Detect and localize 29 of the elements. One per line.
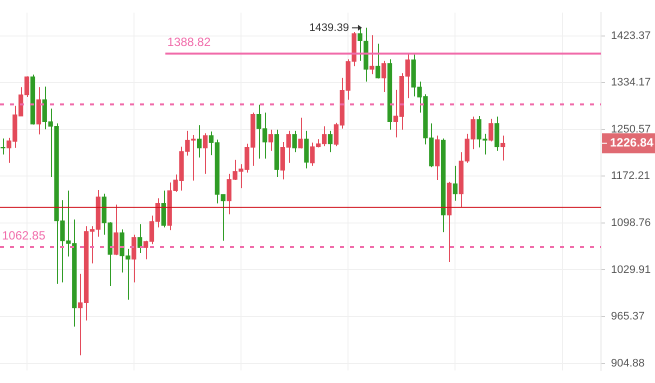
candlestick xyxy=(298,117,303,150)
candlestick xyxy=(292,130,297,153)
ref-line-label: 1388.82 xyxy=(167,34,211,49)
candlestick xyxy=(114,204,118,256)
candlestick xyxy=(381,60,386,93)
text: 1226.84 xyxy=(610,136,654,150)
candlestick xyxy=(500,135,506,161)
y-tick-label: 1334.17 xyxy=(611,76,651,89)
y-tick-label: 1098.76 xyxy=(611,217,651,229)
candlestick xyxy=(376,43,380,79)
candlestick xyxy=(494,116,500,152)
candlestick xyxy=(197,124,202,158)
candlestick xyxy=(304,130,309,169)
ref-line-label: 1062.85 xyxy=(2,228,46,242)
candlestick xyxy=(138,224,142,254)
candlestick xyxy=(488,118,494,142)
y-tick-label: 965.37 xyxy=(611,310,645,323)
candlestick xyxy=(268,129,274,152)
y-tick-label: 1029.91 xyxy=(611,264,651,276)
candlestick xyxy=(452,165,458,202)
candlestick xyxy=(132,234,136,283)
candlestick xyxy=(202,132,208,174)
y-tick-label: 1172.21 xyxy=(611,170,650,182)
candlestick xyxy=(161,190,166,228)
candlestick xyxy=(328,130,333,153)
y-tick-label: 904.88 xyxy=(611,357,645,370)
y-tick-label: 1250.57 xyxy=(611,123,651,136)
annotation: 1439.39 xyxy=(309,22,349,34)
y-tick-label: 1423.37 xyxy=(611,30,651,42)
